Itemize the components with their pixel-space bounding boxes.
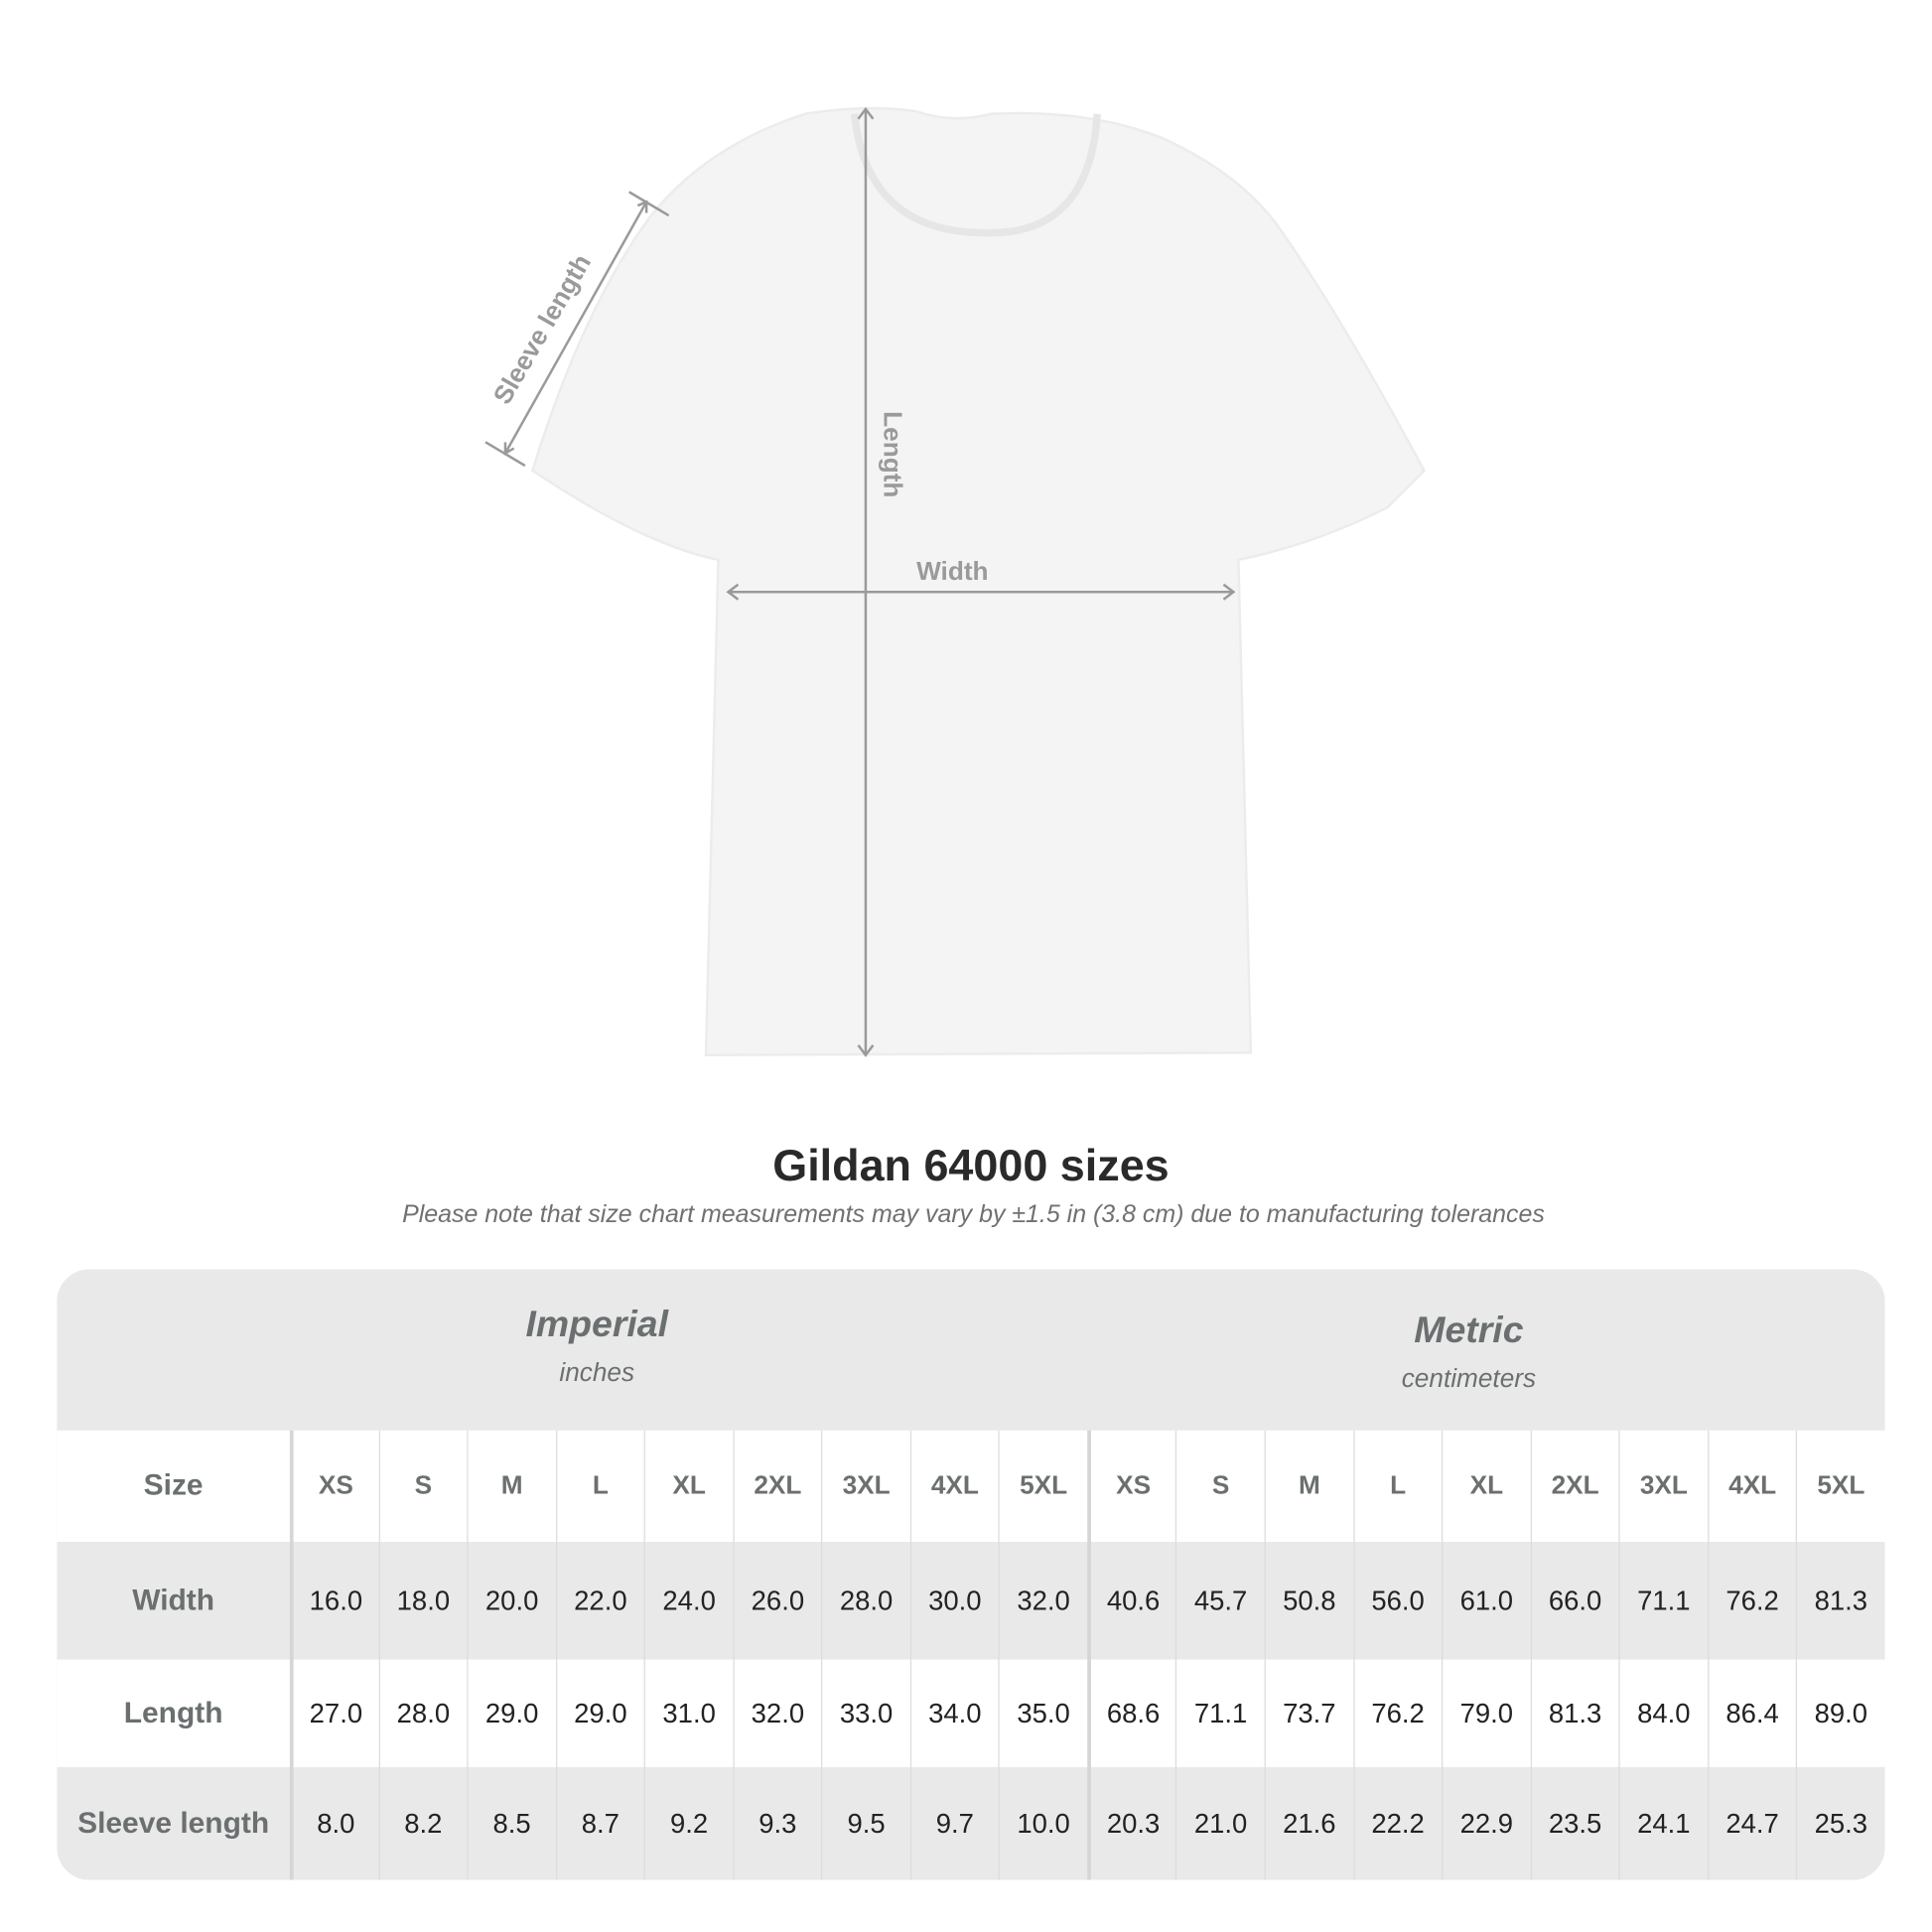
table-cell: XL xyxy=(643,1430,733,1543)
table-cell: 26.0 xyxy=(733,1542,821,1660)
table-cell: 35.0 xyxy=(998,1659,1087,1768)
sleeve-arrow xyxy=(503,201,648,455)
table-cell: 24.7 xyxy=(1707,1767,1796,1880)
tshirt-collar xyxy=(850,113,1101,237)
metric-header: Metric centimeters xyxy=(1221,1311,1717,1395)
table-cell: 81.3 xyxy=(1530,1659,1618,1768)
table-cell: 24.0 xyxy=(643,1542,733,1660)
tolerance-note: Please note that size chart measurements… xyxy=(402,1200,1545,1229)
table-cell: 66.0 xyxy=(1530,1542,1618,1660)
table-cell: 9.3 xyxy=(733,1767,821,1880)
table-cell: 29.0 xyxy=(467,1659,555,1768)
tshirt-diagram: Sleeve length Length Width xyxy=(484,106,1427,1057)
table-header: Imperial inches Metric centimeters xyxy=(57,1269,1885,1431)
imperial-unit: inches xyxy=(559,1358,635,1388)
table-cell: 30.0 xyxy=(909,1542,999,1660)
length-label: Length xyxy=(879,411,908,497)
table-cell: 32.0 xyxy=(733,1659,821,1768)
table-cell: 22.2 xyxy=(1352,1767,1442,1880)
table-cell: 84.0 xyxy=(1618,1659,1708,1768)
table-cell: 68.6 xyxy=(1087,1659,1175,1768)
table-cell: 31.0 xyxy=(643,1659,733,1768)
tshirt-image xyxy=(530,106,1427,1057)
table-cell: 16.0 xyxy=(289,1542,378,1660)
table-cell: 21.6 xyxy=(1264,1767,1353,1880)
table-cell: 28.0 xyxy=(821,1542,909,1660)
table-cell: 4XL xyxy=(909,1430,999,1543)
table-cell: 40.6 xyxy=(1087,1542,1175,1660)
size-table: Imperial inches Metric centimeters Size … xyxy=(57,1269,1885,1880)
imperial-title: Imperial xyxy=(525,1304,669,1345)
table-cell: 28.0 xyxy=(378,1659,467,1768)
table-cell: 25.3 xyxy=(1796,1767,1884,1880)
table-cell: 24.1 xyxy=(1618,1767,1708,1880)
table-cell: 4XL xyxy=(1707,1430,1796,1543)
row-label: Sleeve length xyxy=(77,1806,270,1841)
table-cell: 81.3 xyxy=(1796,1542,1884,1660)
table-cell: 3XL xyxy=(1618,1430,1708,1543)
table-cell: 56.0 xyxy=(1352,1542,1442,1660)
table-row: Width 16.0 18.0 20.0 22.0 24.0 26.0 28.0 30.0 32.… xyxy=(57,1542,1885,1660)
metric-title: Metric xyxy=(1414,1310,1524,1351)
table-row: Sleeve length 8.0 8.2 8.5 8.7 9.2 9.3 9.5 9.7 10.… xyxy=(57,1767,1885,1880)
table-cell: S xyxy=(1175,1430,1264,1543)
table-cell: 23.5 xyxy=(1530,1767,1618,1880)
row-label: Size xyxy=(143,1468,204,1503)
table-cell: 21.0 xyxy=(1175,1767,1264,1880)
table-cell: 20.3 xyxy=(1087,1767,1175,1880)
table-cell: 71.1 xyxy=(1175,1659,1264,1768)
table-cell: 18.0 xyxy=(378,1542,467,1660)
table-cell: 76.2 xyxy=(1707,1542,1796,1660)
row-label: Length xyxy=(123,1696,223,1729)
table-cell: XL xyxy=(1442,1430,1530,1543)
table-cell: L xyxy=(555,1430,644,1543)
table-cell: M xyxy=(467,1430,555,1543)
table-cell: 71.1 xyxy=(1618,1542,1708,1660)
table-cell: 8.7 xyxy=(555,1767,644,1880)
table-cell: M xyxy=(1264,1430,1353,1543)
table-cell: 73.7 xyxy=(1264,1659,1353,1768)
row-label: Width xyxy=(132,1583,215,1617)
table-cell: 22.0 xyxy=(555,1542,644,1660)
metric-unit: centimeters xyxy=(1401,1364,1537,1394)
table-cell: 86.4 xyxy=(1707,1659,1796,1768)
imperial-header: Imperial inches xyxy=(349,1305,845,1389)
table-cell: 20.0 xyxy=(467,1542,555,1660)
table-row: Length 27.0 28.0 29.0 29.0 31.0 32.0 33.0 34.0 35… xyxy=(57,1659,1885,1768)
table-cell: 2XL xyxy=(1530,1430,1618,1543)
table-cell: 10.0 xyxy=(998,1767,1087,1880)
page-title: Gildan 64000 sizes xyxy=(772,1139,1170,1190)
table-cell: 2XL xyxy=(733,1430,821,1543)
table-cell: 76.2 xyxy=(1352,1659,1442,1768)
table-cell: 9.5 xyxy=(821,1767,909,1880)
table-cell: 50.8 xyxy=(1264,1542,1353,1660)
table-cell: 27.0 xyxy=(289,1659,378,1768)
table-cell: 3XL xyxy=(821,1430,909,1543)
table-cell: XS xyxy=(1087,1430,1175,1543)
table-cell: 5XL xyxy=(1796,1430,1884,1543)
table-cell: S xyxy=(378,1430,467,1543)
table-cell: 61.0 xyxy=(1442,1542,1530,1660)
table-cell: 34.0 xyxy=(909,1659,999,1768)
table-cell: 33.0 xyxy=(821,1659,909,1768)
table-cell: 89.0 xyxy=(1796,1659,1884,1768)
size-row: Size XS S M L XL 2XL 3XL 4XL 5XL XS S M L XL 2XL 3XL 4XL… xyxy=(57,1430,1885,1543)
table-cell: 29.0 xyxy=(555,1659,644,1768)
table-cell: 8.0 xyxy=(289,1767,378,1880)
table-cell: 9.7 xyxy=(909,1767,999,1880)
width-label: Width xyxy=(916,556,988,586)
table-cell: 5XL xyxy=(998,1430,1087,1543)
table-cell: 45.7 xyxy=(1175,1542,1264,1660)
table-cell: 32.0 xyxy=(998,1542,1087,1660)
table-cell: 79.0 xyxy=(1442,1659,1530,1768)
table-cell: 22.9 xyxy=(1442,1767,1530,1880)
table-cell: 8.5 xyxy=(467,1767,555,1880)
table-cell: L xyxy=(1352,1430,1442,1543)
table-cell: 9.2 xyxy=(643,1767,733,1880)
table-cell: XS xyxy=(289,1430,378,1543)
table-cell: 8.2 xyxy=(378,1767,467,1880)
